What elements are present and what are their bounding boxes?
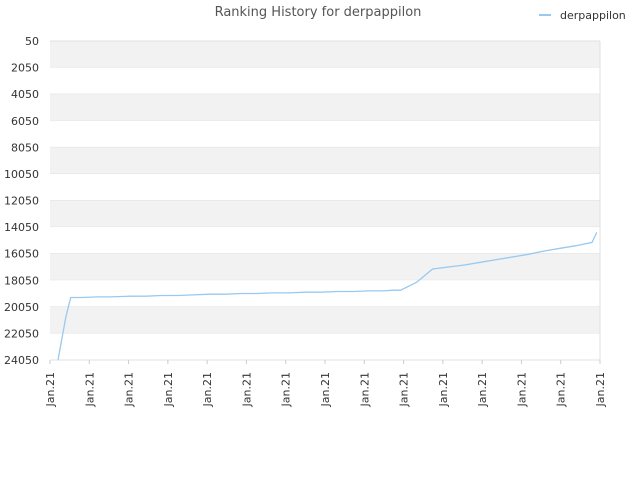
- x-tick-label: Jan.21: [280, 372, 293, 407]
- y-tick-label: 8050: [11, 141, 39, 154]
- plot-band: [50, 147, 600, 174]
- y-tick-label: 18050: [4, 274, 39, 287]
- y-tick-label: 4050: [11, 88, 39, 101]
- y-tick-label: 22050: [4, 327, 39, 340]
- plot-band: [50, 280, 600, 307]
- y-axis: 50 2050 4050 6050 8050 10050 12050 14050 16050 18…: [4, 35, 39, 367]
- y-tick-label: 16050: [4, 248, 39, 261]
- y-tick-label: 10050: [4, 168, 39, 181]
- plot-band: [50, 253, 600, 281]
- x-tick-label: Jan.21: [162, 372, 175, 407]
- chart-title: Ranking History for derpappilon: [215, 5, 422, 20]
- x-tick-label: Jan.21: [319, 372, 332, 407]
- y-tick-label: 20050: [4, 301, 39, 314]
- x-tick-label: Jan.21: [123, 372, 136, 407]
- plot-band: [50, 200, 600, 228]
- y-tick-label: 6050: [11, 115, 39, 128]
- plot-band: [50, 173, 600, 201]
- y-tick-label: 12050: [4, 195, 39, 208]
- x-tick-label: Jan.21: [398, 372, 411, 407]
- plot-band: [50, 306, 600, 334]
- plot-series: [57, 232, 598, 361]
- x-tick-label: Jan.21: [83, 372, 96, 407]
- plot-bands: [50, 40, 601, 361]
- plot-band: [50, 67, 600, 95]
- plot-band: [50, 120, 600, 148]
- legend: derpappilon: [539, 9, 626, 22]
- x-tick-label: Jan.21: [476, 372, 489, 407]
- plot-band: [50, 94, 600, 121]
- legend-label: derpappilon: [560, 9, 626, 22]
- x-axis: Jan.21 Jan.21 Jan.21 Jan.21 Jan.21 Jan.21 Jan.…: [44, 360, 607, 407]
- x-tick-label: Jan.21: [240, 372, 253, 407]
- x-tick-label: Jan.21: [594, 372, 607, 407]
- x-tick-label: Jan.21: [555, 372, 568, 407]
- y-tick-label: 24050: [4, 354, 39, 367]
- plot-band: [50, 333, 600, 360]
- x-tick-label: Jan.21: [515, 372, 528, 407]
- x-tick-label: Jan.21: [201, 372, 214, 407]
- x-tick-label: Jan.21: [358, 372, 371, 407]
- x-tick-label: Jan.21: [437, 372, 450, 407]
- series-line-derpappilon: [57, 232, 598, 361]
- plot-band: [50, 227, 600, 254]
- y-tick-label: 2050: [11, 62, 39, 75]
- y-tick-label: 50: [25, 35, 39, 48]
- plot-band: [50, 41, 600, 68]
- x-tick-label: Jan.21: [44, 372, 57, 407]
- y-tick-label: 14050: [4, 221, 39, 234]
